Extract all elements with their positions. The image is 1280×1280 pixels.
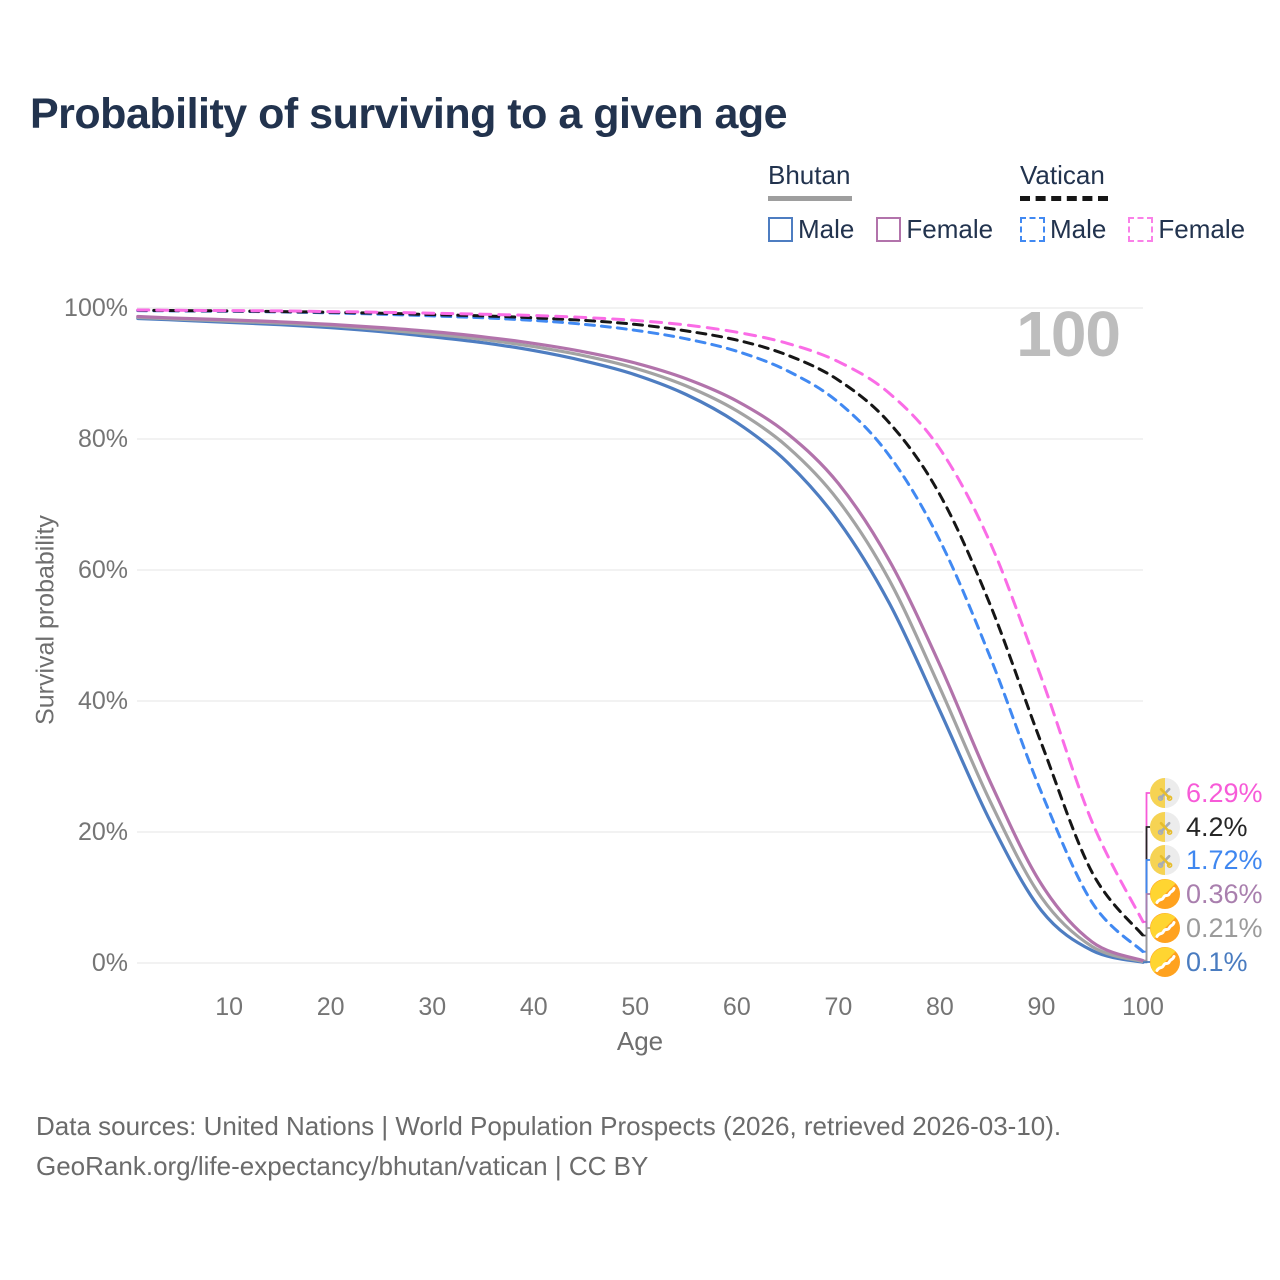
end-label-vatican-male: 1.72%: [1150, 843, 1263, 877]
y-tick-label-60: 60%: [77, 556, 128, 584]
curve-bhutan: [136, 315, 1145, 964]
curve-vatican-male: [136, 309, 1145, 954]
bhutan-flag-icon: [1150, 879, 1180, 909]
end-label-value-bhutan-female: 0.36%: [1186, 879, 1263, 909]
page-title: Probability of surviving to a given age: [30, 90, 788, 138]
x-tick-label-40: 40: [519, 993, 548, 1021]
end-label-vatican: 4.2%: [1150, 810, 1248, 844]
current-age-watermark: 100: [1016, 298, 1121, 370]
x-tick-label-100: 100: [1122, 993, 1164, 1021]
x-tick-label-80: 80: [926, 993, 954, 1021]
legend-label-bhutan-female: Female: [906, 214, 994, 244]
x-tick-label-90: 90: [1027, 993, 1056, 1021]
source-footer: Data sources: United Nations | World Pop…: [36, 1106, 1061, 1186]
legend-item-bhutan-female[interactable]: Female: [876, 214, 993, 245]
legend-title-vatican[interactable]: Vatican: [1020, 160, 1245, 201]
end-label-value-vatican-female: 6.29%: [1186, 778, 1263, 808]
legend-item-bhutan-male[interactable]: Male: [768, 214, 854, 245]
data-sources-line: Data sources: United Nations | World Pop…: [36, 1111, 1062, 1141]
end-label-value-bhutan: 0.21%: [1186, 913, 1263, 943]
legend-label-vatican-female: Female: [1158, 214, 1246, 244]
bhutan-solid-line-swatch: [768, 196, 852, 201]
bhutan-female-swatch-icon: [876, 217, 902, 242]
end-label-vatican-female: 6.29%: [1150, 776, 1263, 810]
bhutan-flag-icon: [1150, 913, 1180, 943]
x-tick-label-70: 70: [824, 993, 853, 1021]
y-tick-label-80: 80%: [77, 425, 128, 453]
y-tick-label-40: 40%: [77, 687, 128, 715]
vatican-flag-icon: [1150, 778, 1180, 808]
legend-title-vatican-label: Vatican: [1020, 160, 1105, 190]
vatican-male-swatch-icon: [1020, 217, 1045, 242]
y-tick-label-0: 0%: [91, 949, 128, 977]
legend-label-bhutan-male: Male: [798, 214, 855, 244]
end-label-value-bhutan-male: 0.1%: [1186, 947, 1248, 977]
curve-vatican: [136, 308, 1145, 937]
legend-group-vatican: Vatican Male Female: [1020, 160, 1245, 245]
legend-title-bhutan-label: Bhutan: [768, 160, 851, 190]
curve-bhutan-female: [136, 314, 1145, 963]
curve-bhutan-male: [136, 316, 1145, 964]
x-axis-title: Age: [616, 1026, 664, 1056]
x-tick-label-60: 60: [722, 993, 751, 1021]
vatican-female-swatch-icon: [1128, 217, 1154, 242]
end-label-value-vatican: 4.2%: [1186, 812, 1248, 842]
x-tick-label-10: 10: [215, 993, 244, 1021]
curve-vatican-female: [136, 308, 1145, 924]
legend-title-bhutan[interactable]: Bhutan: [768, 160, 993, 201]
end-label-bhutan-male: 0.1%: [1150, 945, 1248, 979]
vatican-dashed-line-swatch: [1020, 196, 1108, 201]
y-tick-label-20: 20%: [77, 818, 128, 846]
legend-group-bhutan: Bhutan Male Female: [768, 160, 993, 245]
bhutan-flag-icon: [1150, 947, 1180, 977]
end-label-value-vatican-male: 1.72%: [1186, 845, 1263, 875]
end-label-bhutan-female: 0.36%: [1150, 877, 1263, 911]
x-tick-label-50: 50: [621, 993, 650, 1021]
bhutan-male-swatch-icon: [768, 217, 793, 242]
y-tick-label-100: 100%: [64, 294, 128, 322]
x-tick-label-30: 30: [418, 993, 447, 1021]
legend-item-vatican-male[interactable]: Male: [1020, 214, 1106, 245]
vatican-flag-icon: [1150, 845, 1180, 875]
attribution-line: GeoRank.org/life-expectancy/bhutan/vatic…: [36, 1151, 649, 1181]
end-label-bhutan: 0.21%: [1150, 911, 1263, 945]
vatican-flag-icon: [1150, 812, 1180, 842]
x-tick-label-20: 20: [316, 993, 345, 1021]
legend-label-vatican-male: Male: [1050, 214, 1107, 244]
legend-item-vatican-female[interactable]: Female: [1128, 214, 1245, 245]
